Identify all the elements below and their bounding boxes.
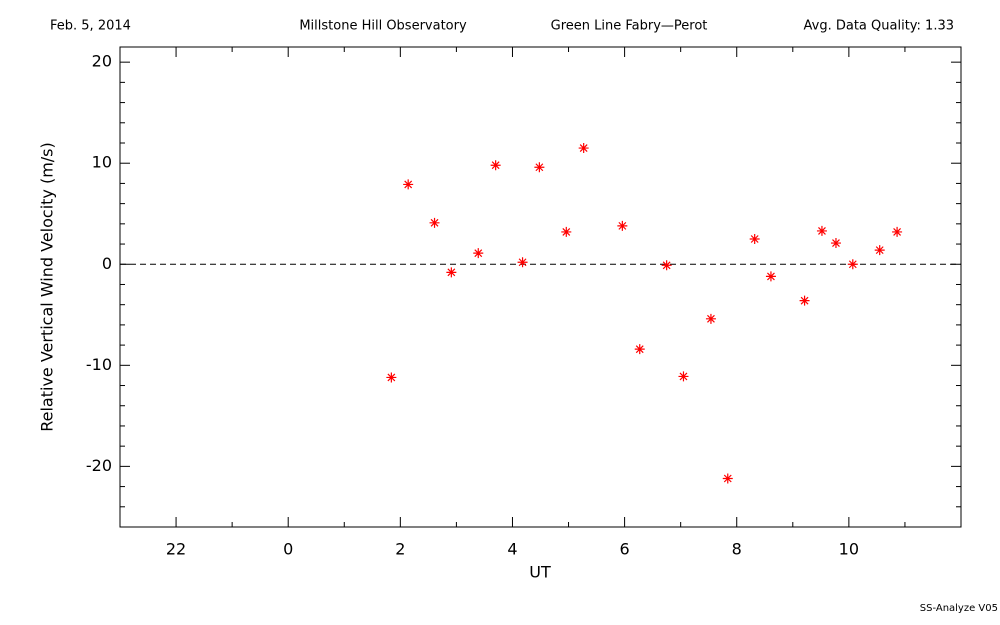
y-tick-label: 10 [92, 153, 112, 172]
x-tick-label: 0 [283, 540, 293, 559]
data-point [678, 371, 689, 382]
data-point [429, 217, 440, 228]
data-point [799, 295, 810, 306]
data-point [517, 257, 528, 268]
x-tick-label: 4 [507, 540, 517, 559]
data-point [749, 234, 760, 244]
data-point [661, 260, 672, 271]
x-tick-label: 22 [166, 540, 186, 559]
x-axis-label: UT [529, 563, 551, 582]
data-point [561, 226, 572, 237]
header-instrument: Green Line Fabry—Perot [551, 19, 708, 34]
data-point [816, 225, 827, 236]
data-point [578, 143, 589, 154]
data-point [705, 313, 716, 324]
data-point [892, 226, 903, 237]
data-point [473, 248, 484, 259]
data-point [874, 245, 885, 256]
data-point [490, 160, 501, 171]
data-point [403, 179, 414, 190]
data-point [617, 220, 628, 231]
data-point [765, 271, 776, 282]
x-tick-label: 6 [620, 540, 630, 559]
header-quality: Avg. Data Quality: 1.33 [804, 19, 954, 34]
header-date: Feb. 5, 2014 [50, 19, 131, 34]
data-point [830, 238, 841, 249]
data-point [634, 344, 645, 355]
y-tick-label: 20 [92, 52, 112, 71]
header-site: Millstone Hill Observatory [299, 19, 467, 34]
y-tick-label: 0 [102, 254, 112, 273]
data-point [847, 259, 858, 270]
data-point [534, 162, 545, 173]
data-point [386, 372, 397, 383]
data-point [722, 473, 733, 484]
x-tick-label: 2 [395, 540, 405, 559]
x-tick-label: 10 [839, 540, 859, 559]
data-point [446, 267, 457, 278]
y-axis-label: Relative Vertical Wind Velocity (m/s) [38, 142, 57, 432]
y-tick-label: -20 [86, 456, 112, 475]
y-tick-label: -10 [86, 355, 112, 374]
footer: SS-Analyze V05 [920, 603, 998, 614]
x-tick-label: 8 [732, 540, 742, 559]
plot-frame [119, 46, 962, 528]
